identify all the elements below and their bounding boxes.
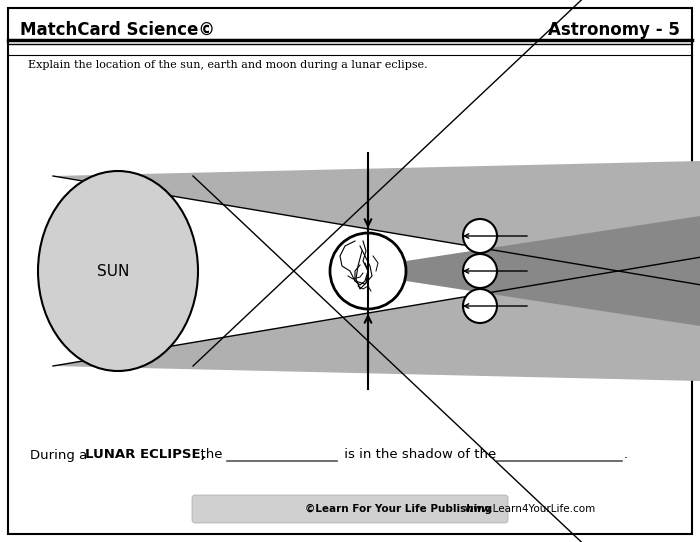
Polygon shape [53,257,700,381]
Polygon shape [406,216,700,326]
Text: www.Learn4YourLife.com: www.Learn4YourLife.com [455,504,595,514]
Text: is in the shadow of the: is in the shadow of the [340,448,500,461]
Text: SUN: SUN [97,263,130,279]
Text: .: . [624,448,628,461]
Text: Astronomy - 5: Astronomy - 5 [548,21,680,39]
Circle shape [463,289,497,323]
Text: the: the [192,448,227,461]
Circle shape [330,233,406,309]
Ellipse shape [38,171,198,371]
Circle shape [463,254,497,288]
Polygon shape [53,161,700,285]
FancyBboxPatch shape [192,495,508,523]
Text: ©Learn For Your Life Publishing: ©Learn For Your Life Publishing [305,504,492,514]
Text: MatchCard Science©: MatchCard Science© [20,21,215,39]
Text: During a: During a [30,448,92,461]
Circle shape [463,219,497,253]
Text: Explain the location of the sun, earth and moon during a lunar eclipse.: Explain the location of the sun, earth a… [28,60,428,70]
Text: LUNAR ECLIPSE,: LUNAR ECLIPSE, [85,448,206,461]
